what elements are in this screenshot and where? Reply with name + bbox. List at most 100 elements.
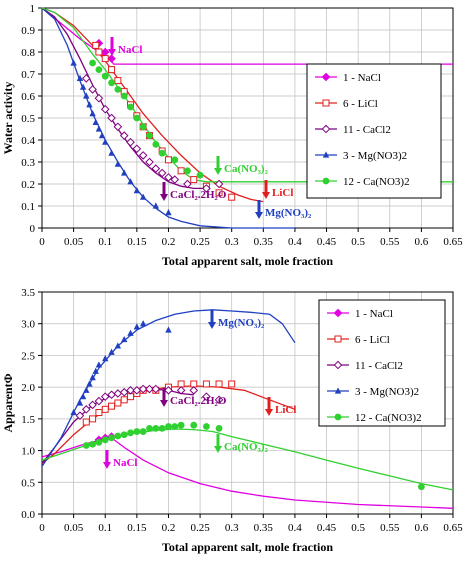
data-point — [94, 396, 104, 406]
data-point — [79, 393, 87, 400]
y-tick-label: 0.3 — [21, 157, 35, 169]
data-point — [120, 396, 128, 404]
data-point — [120, 431, 128, 439]
legend-label: 1 - NaCl — [343, 72, 381, 84]
y-tick-label: 3.0 — [21, 319, 35, 331]
data-point — [81, 405, 91, 414]
data-point — [113, 389, 123, 398]
data-point — [145, 157, 154, 167]
data-point — [119, 131, 129, 140]
data-point — [127, 329, 134, 336]
data-point — [126, 137, 135, 147]
data-point — [86, 101, 93, 108]
data-point — [92, 367, 99, 374]
annotation-arrowhead — [103, 462, 111, 469]
x-tick-label: 0.3 — [225, 522, 239, 534]
data-point — [76, 74, 84, 81]
data-point — [132, 144, 142, 154]
data-point — [108, 348, 115, 355]
data-point — [176, 386, 186, 395]
data-point — [215, 189, 223, 197]
data-point — [190, 421, 198, 429]
x-tick-label: 0 — [39, 522, 45, 534]
data-point — [95, 409, 103, 417]
data-point — [89, 415, 97, 423]
legend-marker — [333, 308, 343, 318]
legend-marker — [334, 413, 342, 421]
x-axis-label: Total apparent salt, mole fraction — [162, 540, 333, 554]
legend-marker — [322, 99, 330, 107]
data-point — [108, 402, 116, 410]
data-point — [83, 386, 90, 393]
y-tick-label: 1 — [30, 3, 36, 15]
data-point — [171, 156, 179, 164]
annotation-arrowhead — [160, 194, 168, 201]
data-point — [81, 74, 91, 83]
y-axis-label: Water activity — [1, 82, 15, 155]
data-point — [177, 421, 185, 429]
data-point — [158, 424, 166, 432]
x-tick-label: 0.1 — [98, 522, 112, 534]
data-point — [98, 132, 106, 139]
data-point — [114, 77, 122, 85]
data-point — [152, 141, 160, 148]
data-point — [107, 113, 116, 123]
x-tick-label: 0.5 — [351, 236, 365, 248]
data-point — [139, 320, 147, 327]
x-tick-label: 0.45 — [317, 522, 337, 534]
data-point — [75, 411, 85, 420]
annotation-arrowhead — [208, 322, 216, 329]
data-point — [127, 178, 134, 185]
y-tick-label: 0.5 — [21, 113, 35, 125]
data-point — [165, 423, 172, 430]
data-point — [189, 386, 199, 395]
x-tick-label: 0.35 — [254, 236, 274, 248]
y-tick-label: 0.6 — [21, 91, 35, 103]
data-point — [95, 125, 103, 132]
data-point — [108, 434, 115, 442]
annotation-label: NaCl — [113, 457, 137, 469]
annotation-label: Mg(NO₃)₂ — [218, 317, 265, 329]
data-point — [139, 193, 147, 200]
x-tick-label: 0.2 — [162, 236, 176, 248]
data-point — [164, 156, 172, 164]
data-point — [92, 118, 99, 125]
data-point — [164, 386, 173, 395]
x-tick-label: 0.5 — [351, 522, 365, 534]
data-point — [215, 380, 223, 388]
legend-marker — [322, 177, 330, 185]
annotation-label: LiCl — [275, 404, 296, 416]
data-point — [88, 85, 97, 94]
data-point — [133, 187, 141, 194]
data-point — [108, 79, 115, 87]
annotation-arrowhead — [214, 168, 222, 175]
legend-marker — [322, 151, 330, 158]
data-point — [184, 167, 191, 175]
annotation-arrowhead — [265, 409, 273, 416]
x-tick-label: 0.35 — [254, 522, 274, 534]
annotation-arrowhead — [160, 400, 168, 407]
y-tick-label: 0.4 — [21, 135, 35, 147]
y-tick-label: 2.5 — [21, 350, 35, 362]
x-tick-label: 0.6 — [415, 236, 429, 248]
data-point — [89, 59, 96, 67]
data-point — [171, 423, 179, 430]
apparent-phi-chart: 0 0.05 0.1 0.15 0.2 0.25 0.3 0.35 0.4 0.45 0.5 0.55… — [1, 287, 463, 554]
x-tick-label: 0.3 — [225, 236, 239, 248]
annotation-label: NaCl — [118, 44, 142, 56]
y-axis-label: ApparentΦ — [1, 373, 15, 432]
data-point — [190, 176, 198, 184]
data-point — [139, 123, 147, 131]
data-point — [152, 424, 160, 432]
data-point — [133, 428, 141, 435]
y-tick-label: 0.8 — [21, 47, 35, 59]
data-point — [183, 179, 192, 189]
data-point — [88, 400, 97, 410]
data-point — [101, 55, 109, 63]
data-point — [126, 386, 135, 395]
data-point — [83, 92, 90, 99]
y-tick-label: 1.0 — [21, 446, 35, 458]
data-point — [114, 342, 122, 349]
legend-label: 3 - Mg(NO3)2 — [355, 386, 419, 398]
data-point — [133, 323, 141, 330]
